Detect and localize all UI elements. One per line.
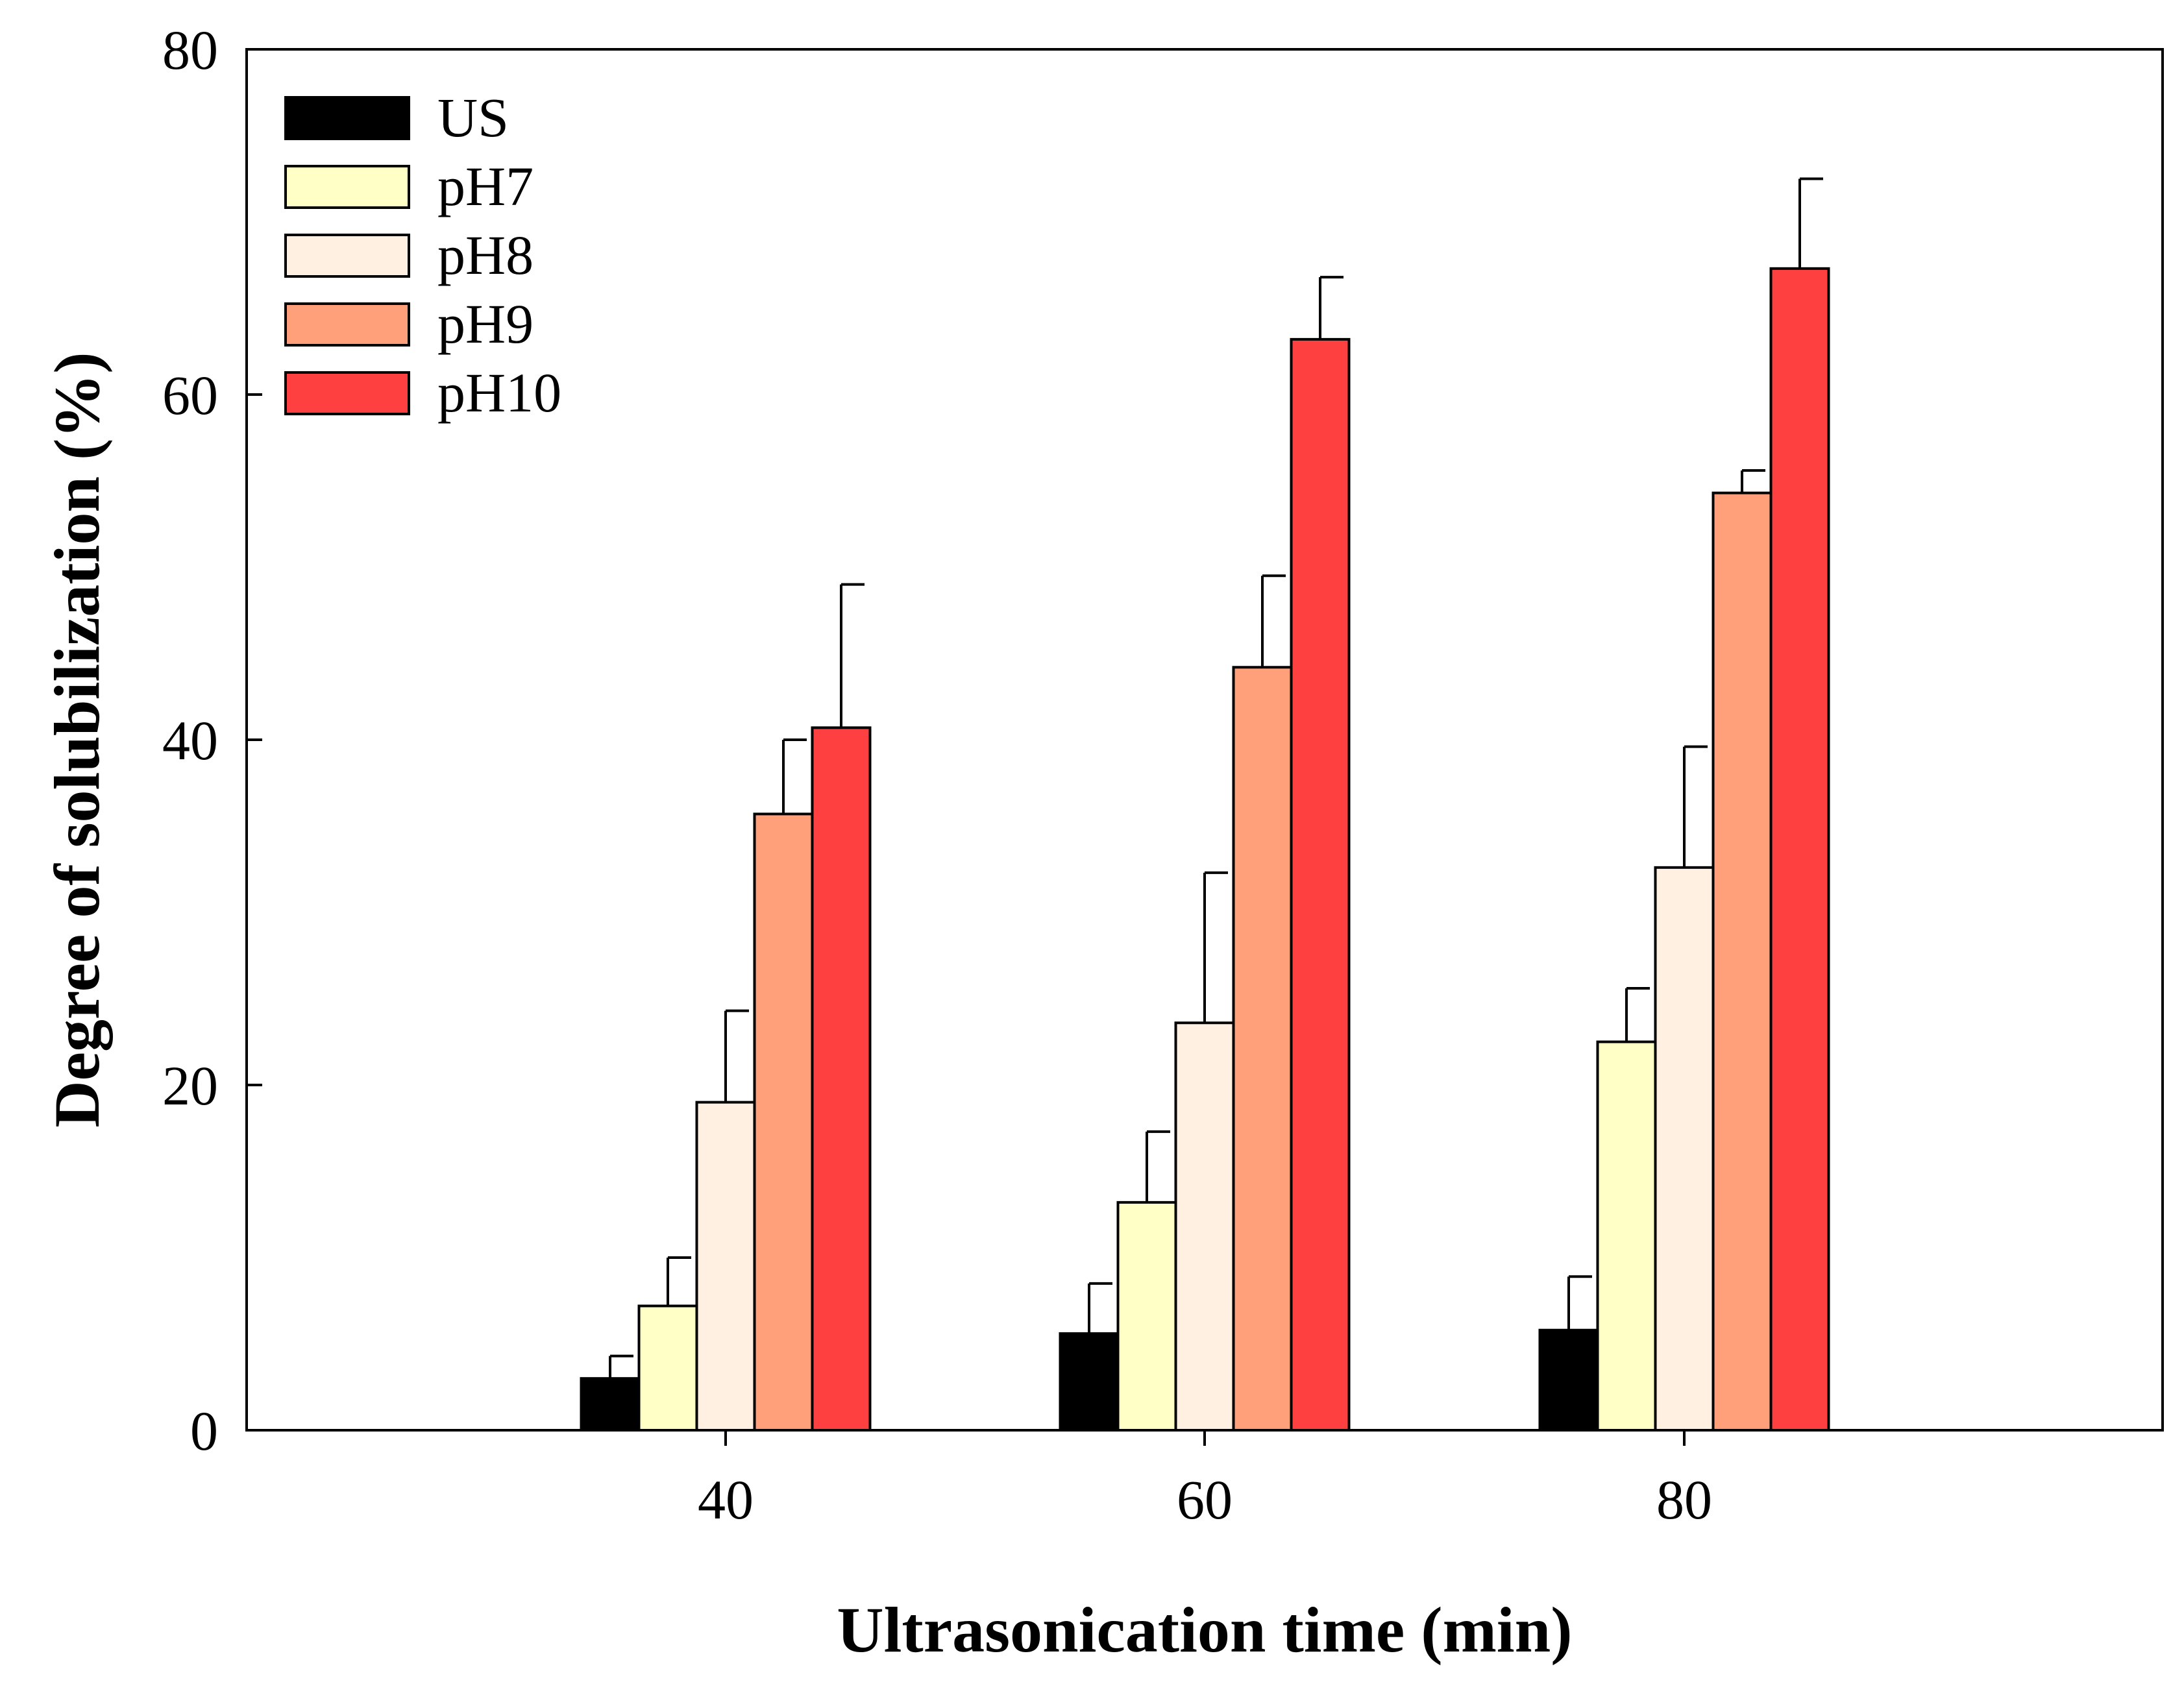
bar-ph9-80 xyxy=(1712,491,1773,1432)
legend-label-ph7: pH7 xyxy=(437,155,534,217)
bar-ph7-60 xyxy=(1116,1201,1177,1432)
bar-ph10-40 xyxy=(811,726,872,1432)
y-tick-label-40: 40 xyxy=(162,709,218,772)
bar-ph10-60 xyxy=(1290,337,1351,1432)
bar-ph8-40 xyxy=(695,1101,756,1432)
legend-swatch-ph9 xyxy=(284,302,410,347)
bar-ph8-80 xyxy=(1654,866,1715,1432)
legend-swatch-ph7 xyxy=(284,165,410,209)
legend-swatch-ph10 xyxy=(284,371,410,415)
y-axis: 0 20 40 60 80 xyxy=(162,19,262,1462)
x-axis-title: Ultrasonication time (min) xyxy=(837,1594,1572,1666)
y-tick-label-0: 0 xyxy=(190,1400,218,1462)
legend-label-ph10: pH10 xyxy=(437,361,561,424)
y-tick-label-80: 80 xyxy=(162,19,218,81)
legend-label-ph8: pH8 xyxy=(437,224,534,286)
legend-swatch-us xyxy=(284,96,410,140)
x-axis: 40 60 80 xyxy=(698,1430,1712,1531)
y-tick-label-20: 20 xyxy=(162,1054,218,1117)
bar-us-40 xyxy=(580,1377,641,1432)
bars-layer xyxy=(580,177,1830,1432)
bar-ph8-60 xyxy=(1174,1021,1235,1432)
x-tick-label-80: 80 xyxy=(1656,1469,1712,1531)
bar-ph9-60 xyxy=(1232,666,1293,1432)
x-tick-label-60: 60 xyxy=(1177,1469,1233,1531)
bar-us-60 xyxy=(1059,1332,1120,1432)
y-axis-title: Degree of solubilization (%) xyxy=(41,352,113,1127)
x-tick-label-40: 40 xyxy=(698,1469,754,1531)
bar-ph9-40 xyxy=(753,812,814,1432)
legend-swatch-ph8 xyxy=(284,234,410,278)
legend-label-ph9: pH9 xyxy=(437,293,534,355)
legend-label-us: US xyxy=(437,86,509,149)
y-tick-label-60: 60 xyxy=(162,364,218,426)
bar-ph7-40 xyxy=(637,1304,698,1432)
bar-ph7-80 xyxy=(1596,1040,1657,1432)
bar-us-80 xyxy=(1538,1328,1599,1432)
bar-ph10-80 xyxy=(1769,267,1830,1432)
